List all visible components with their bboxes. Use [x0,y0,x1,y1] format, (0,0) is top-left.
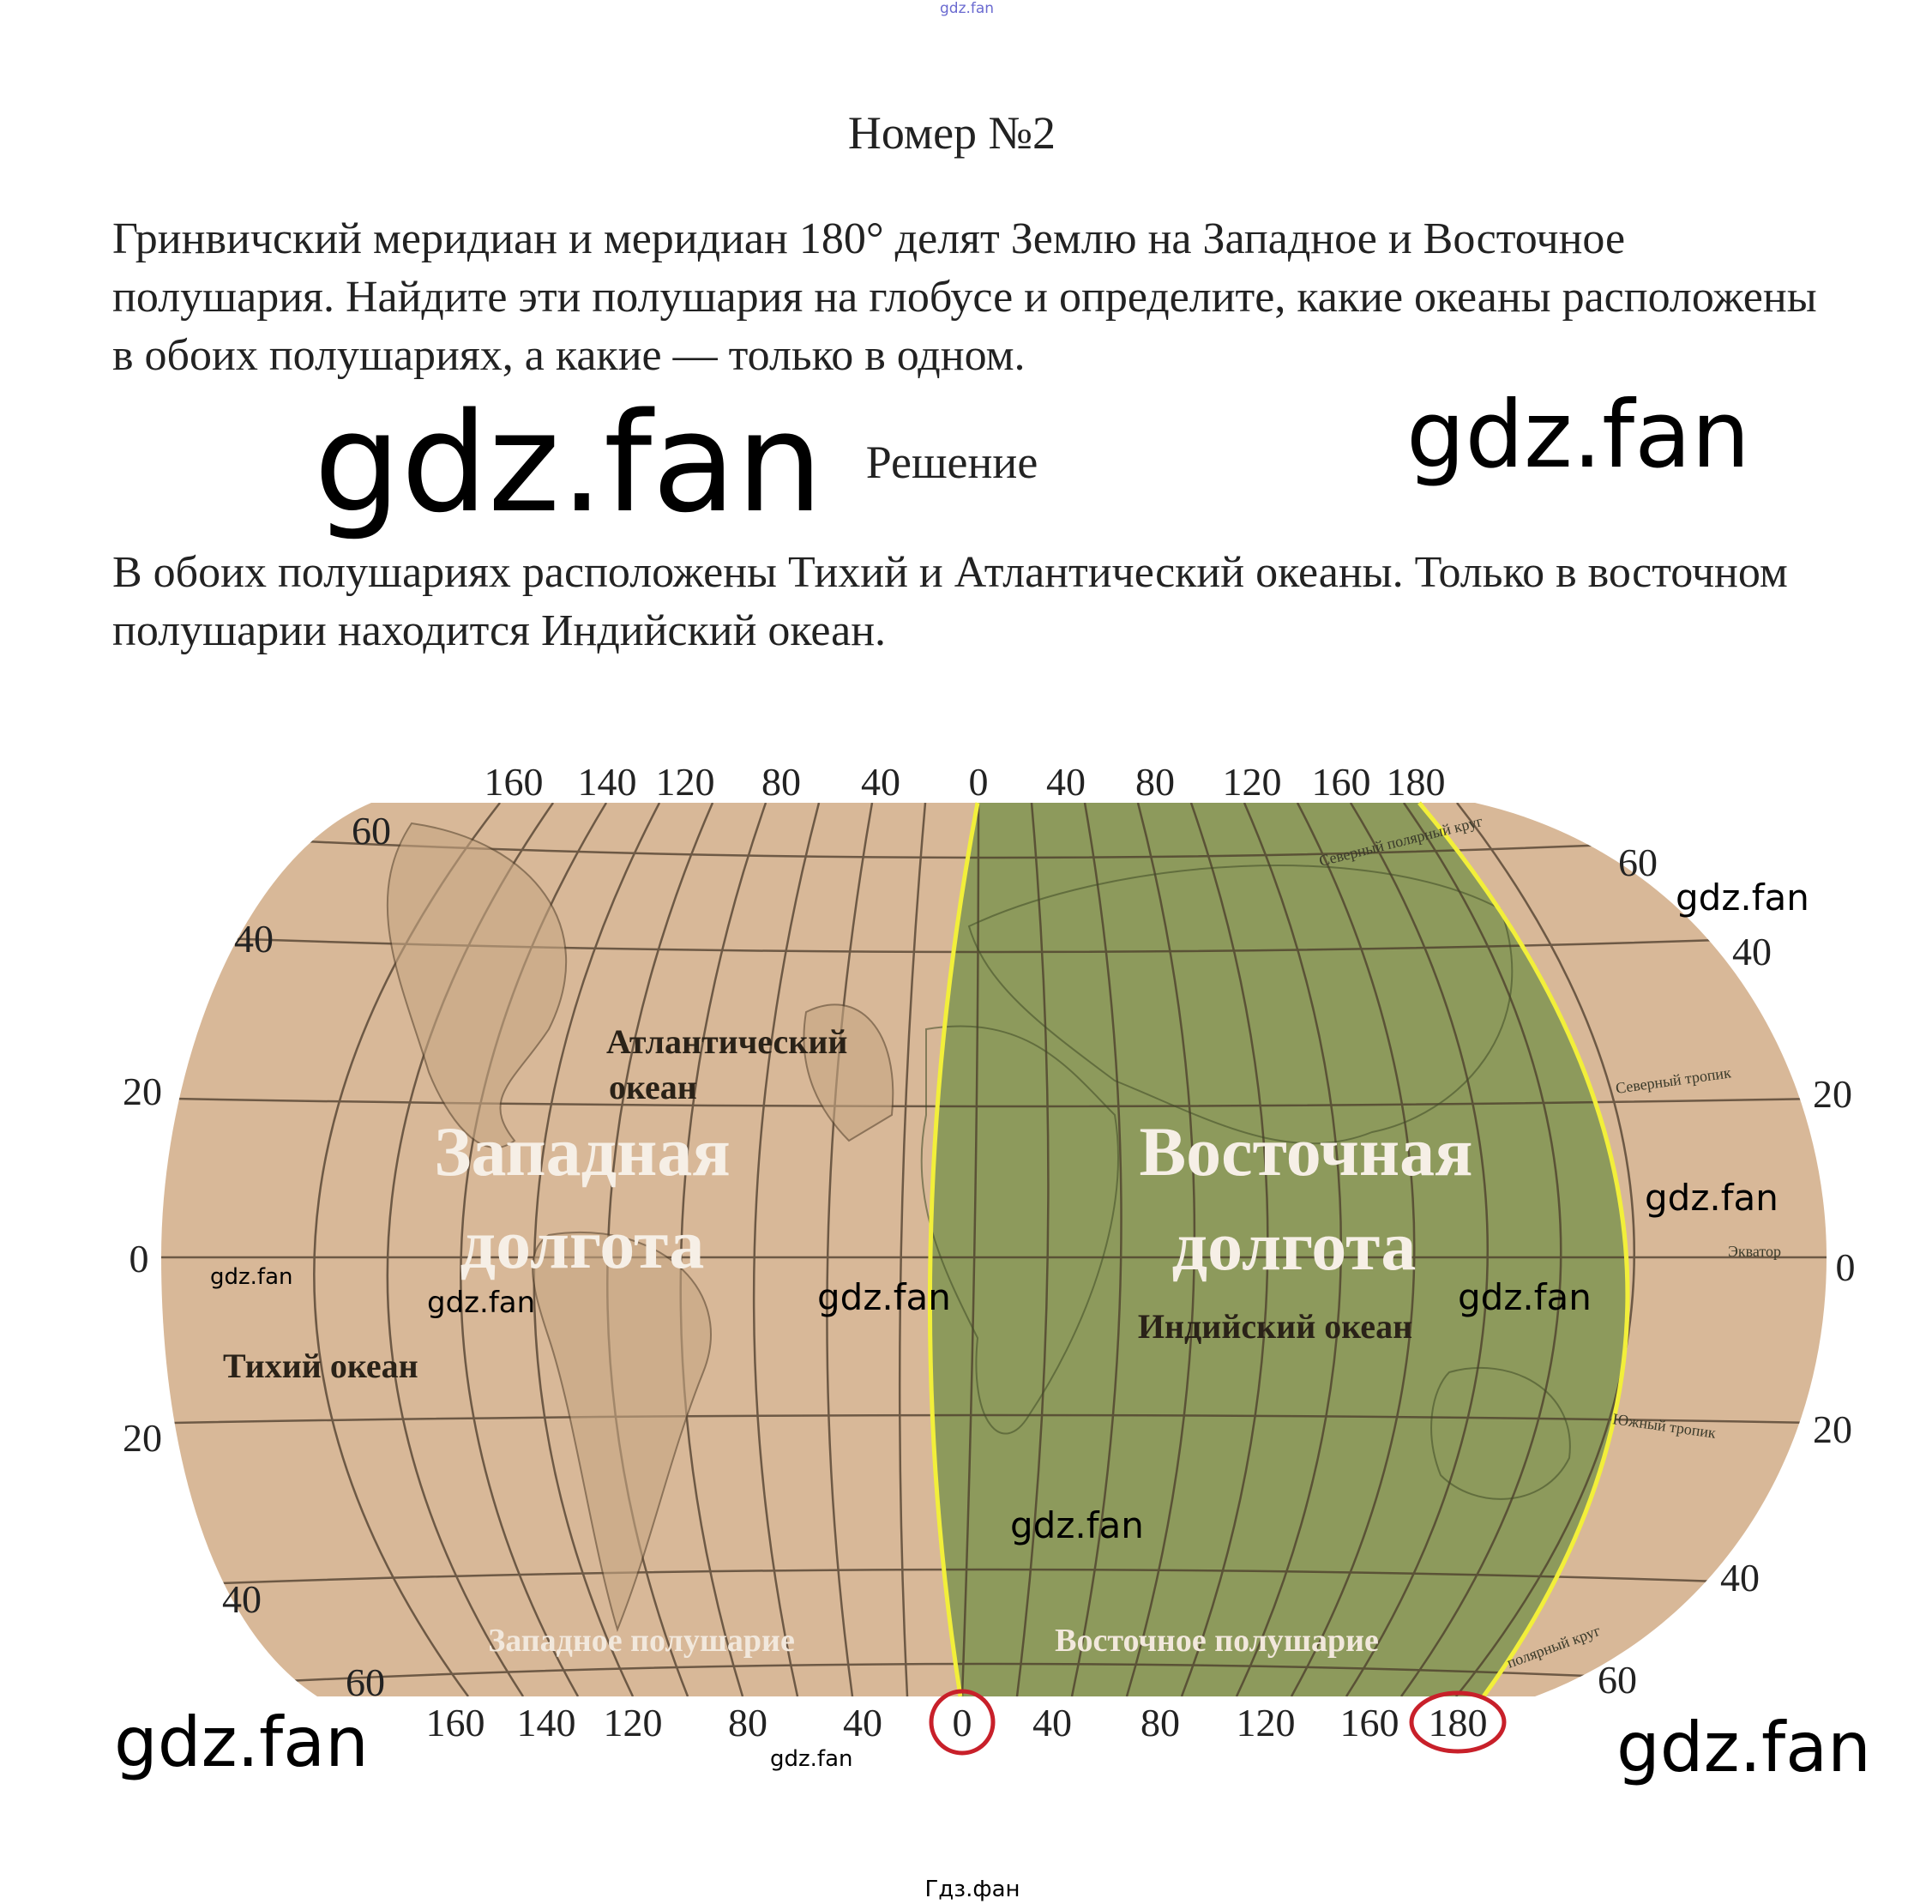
meridian-line [1345,803,1489,1696]
meridian-line [826,803,874,1696]
watermark: gdz.fan [1645,1177,1779,1219]
right-latitude-label: 20 [1813,1072,1852,1116]
top-longitude-label: 80 [1135,760,1175,804]
left-latitude-label: 60 [352,809,391,853]
bottom-longitude-label: 180 [1429,1701,1488,1744]
left-latitude-label: 40 [222,1577,262,1621]
meridian-180-line [1417,801,1630,1698]
top-longitude-label: 140 [578,760,637,804]
label-equator: Экватор [1728,1243,1781,1260]
label-west-1: Западная [434,1112,731,1190]
top-longitude-label: 0 [969,760,989,804]
page-title: Номер №2 [847,107,1056,159]
highlight-circle-0 [929,1689,996,1756]
meridian-line [1455,803,1635,1696]
top-longitude-label: 120 [1223,760,1282,804]
bottom-longitude-label: 80 [1141,1701,1180,1744]
bottom-longitude-label: 140 [517,1701,576,1744]
label-east-hemisphere: Восточное полушарие [1055,1623,1379,1659]
footer-text: Гдз.фан [924,1877,1020,1902]
bottom-longitude-label: 40 [1032,1701,1072,1744]
label-indian: Индийский океан [1138,1307,1412,1346]
meridian-line [752,803,821,1696]
watermark: gdz.fan [114,1702,369,1782]
bottom-longitude-label: 40 [843,1701,882,1744]
watermark: gdz.fan [1406,382,1750,489]
label-west-2: долгота [460,1205,705,1283]
meridian-line [960,803,980,1696]
meridian-line [1290,803,1416,1696]
parallel-line [161,1568,1827,1588]
solution-heading: Решение [865,437,1038,488]
top-longitude-label: 160 [1312,760,1371,804]
bottom-longitude-label: 120 [604,1701,663,1744]
left-latitude-label: 40 [234,917,274,961]
watermark: gdz.fan [817,1276,951,1318]
top-longitude-label: 120 [656,760,715,804]
meridian-line [1125,803,1196,1696]
right-latitude-label: 40 [1732,930,1772,973]
label-atlantic-1: Атлантический [606,1022,847,1061]
right-latitude-label: 20 [1813,1407,1852,1451]
solution-text: В обоих полушариях расположены Тихий и А… [112,548,1788,655]
watermark: gdz.fan [1458,1276,1592,1318]
meridian-line [1015,803,1050,1696]
watermark: gdz.fan [210,1264,293,1290]
watermark: gdz.fan [427,1286,536,1320]
meridian-line [898,803,927,1696]
top-longitude-label: 80 [761,760,801,804]
label-west-hemisphere: Западное полушарие [488,1623,795,1659]
top-longitude-label: 180 [1387,760,1446,804]
watermark: gdz.fan [1676,877,1809,919]
watermark-top: gdz.fan [940,0,995,17]
bottom-longitude-label: 0 [953,1701,972,1744]
meridian-line [1180,803,1269,1696]
meridian-line [1399,803,1562,1696]
top-longitude-label: 40 [1046,760,1086,804]
right-latitude-label: 60 [1598,1658,1637,1702]
bottom-longitude-label: 160 [426,1701,485,1744]
bottom-longitude-label: 120 [1237,1701,1296,1744]
highlight-circle-180 [1409,1690,1507,1754]
task-text: Гринвичский меридиан и меридиан 180° дел… [112,214,1817,380]
right-latitude-label: 0 [1836,1245,1856,1289]
bottom-longitude-label: 80 [728,1701,767,1744]
eastern-land-contours [920,865,1571,1500]
top-longitude-label: 40 [861,760,900,804]
watermark: gdz.fan [770,1746,853,1772]
watermark: gdz.fan [1616,1708,1871,1787]
meridian-line [679,803,767,1696]
label-pacific: Тихий океан [223,1347,418,1385]
left-latitude-label: 0 [129,1237,149,1280]
watermark: gdz.fan [1010,1504,1144,1546]
label-east-1: Восточная [1139,1112,1472,1190]
parallel-line [161,1413,1827,1425]
label-atlantic-2: океан [609,1068,697,1106]
greenwich-meridian-line [927,802,980,1697]
meridian-line [1235,803,1342,1696]
left-latitude-label: 20 [123,1069,162,1113]
bottom-longitude-label: 160 [1340,1701,1399,1744]
label-east-2: долгота [1172,1207,1417,1285]
top-longitude-label: 160 [485,760,544,804]
meridian-line [1070,803,1122,1696]
watermark: gdz.fan [314,383,823,543]
land-contours [386,822,894,1633]
right-latitude-label: 60 [1618,841,1658,884]
parallel-line [161,1096,1827,1108]
left-latitude-label: 20 [123,1416,162,1460]
right-latitude-label: 40 [1720,1556,1760,1600]
left-latitude-label: 60 [346,1660,385,1704]
